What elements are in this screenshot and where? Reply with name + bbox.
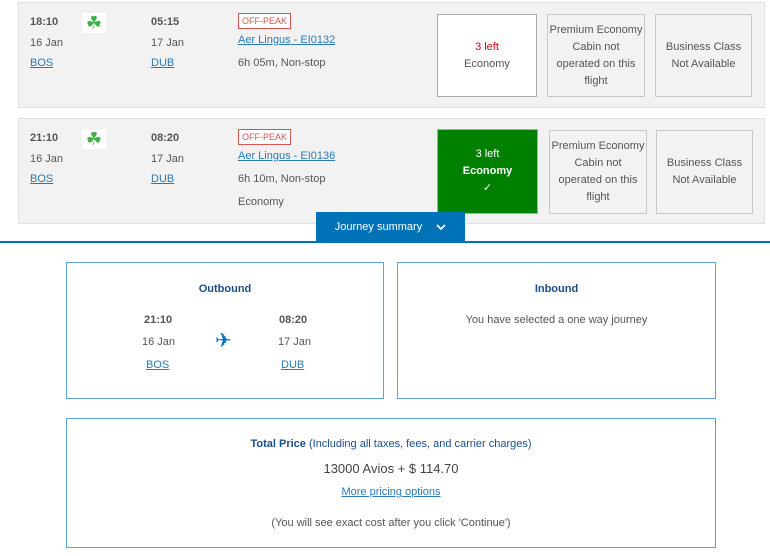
arrival-date: 17 Jan: [151, 153, 185, 165]
cabin-title: Premium Economy: [551, 140, 645, 152]
cabin-status: Not Available: [671, 57, 736, 70]
total-price-panel: Total Price (Including all taxes, fees, …: [66, 418, 716, 548]
off-peak-badge: OFF-PEAK: [238, 129, 292, 145]
flight-row: 21:10 16 Jan BOS ☘ 08:20 17 Jan DUB OFF-…: [18, 118, 765, 224]
off-peak-badge: OFF-PEAK: [238, 13, 292, 29]
premium-economy-option: Premium Economy Cabin not operated on th…: [547, 14, 645, 97]
arrival-airport-link[interactable]: DUB: [281, 359, 305, 371]
departure-time: 18:10: [30, 16, 59, 28]
arrival-date: 17 Jan: [151, 37, 185, 49]
departure-airport-link[interactable]: BOS: [30, 173, 54, 185]
departure-date: 16 Jan: [142, 336, 176, 348]
inbound-title: Inbound: [534, 283, 579, 295]
outbound-summary: Outbound 21:10 16 Jan BOS ✈ 08:20 17 Jan…: [66, 262, 384, 399]
departure-time: 21:10: [30, 132, 59, 144]
cabin-label: Economy: [462, 165, 513, 177]
more-pricing-options-link[interactable]: More pricing options: [341, 486, 441, 498]
seats-left: 3 left: [475, 40, 499, 53]
arrival-time: 05:15: [151, 16, 180, 28]
arrival-time: 08:20: [279, 314, 308, 326]
departure-airport-link[interactable]: BOS: [146, 359, 170, 371]
business-class-option: Business Class Not Available: [655, 14, 752, 97]
cabin-title: Business Class: [665, 40, 742, 53]
selected-cabin: Economy: [238, 196, 284, 208]
price-amount: 13000 Avios + $ 114.70: [323, 461, 459, 476]
cabin-status: Cabin not operated on this flight: [556, 40, 636, 87]
flight-number-link[interactable]: Aer Lingus - EI0136: [238, 150, 336, 162]
economy-option[interactable]: 3 left Economy: [437, 14, 537, 97]
chevron-down-icon: [436, 223, 446, 230]
cabin-status: Not Available: [672, 174, 737, 186]
inbound-message: You have selected a one way journey: [465, 314, 648, 326]
inbound-summary: Inbound You have selected a one way jour…: [397, 262, 716, 399]
checkmark-icon: ✓: [482, 182, 493, 194]
economy-option-selected[interactable]: 3 left Economy ✓: [437, 129, 538, 214]
aer-lingus-logo-icon: ☘: [82, 13, 106, 33]
journey-summary-button[interactable]: Journey summary: [316, 212, 465, 242]
aer-lingus-logo-icon: ☘: [82, 129, 106, 149]
arrival-airport-link[interactable]: DUB: [151, 173, 175, 185]
departure-date: 16 Jan: [30, 37, 64, 49]
cabin-label: Economy: [464, 57, 510, 70]
plane-icon: ✈: [215, 330, 232, 352]
journey-summary-label: Journey summary: [334, 221, 423, 233]
departure-airport-link[interactable]: BOS: [30, 57, 54, 69]
total-price-title: Total Price: [250, 438, 306, 450]
premium-economy-option: Premium Economy Cabin not operated on th…: [549, 130, 647, 214]
arrival-time: 08:20: [151, 132, 180, 144]
price-note: (Including all taxes, fees, and carrier …: [308, 438, 532, 450]
flight-row: 18:10 16 Jan BOS ☘ 05:15 17 Jan DUB OFF-…: [18, 2, 765, 108]
outbound-title: Outbound: [198, 283, 252, 295]
cabin-title: Business Class: [666, 157, 743, 169]
departure-date: 16 Jan: [30, 153, 64, 165]
business-class-option: Business Class Not Available: [656, 130, 753, 214]
price-disclaimer: (You will see exact cost after you click…: [271, 517, 511, 529]
divider: [0, 241, 770, 243]
arrival-date: 17 Jan: [278, 336, 312, 348]
flight-duration: 6h 10m, Non-stop: [238, 173, 326, 185]
arrival-airport-link[interactable]: DUB: [151, 57, 175, 69]
cabin-status: Cabin not operated on this flight: [558, 157, 638, 203]
seats-left: 3 left: [475, 148, 500, 160]
cabin-title: Premium Economy: [549, 23, 643, 36]
flight-number-link[interactable]: Aer Lingus - EI0132: [238, 34, 336, 46]
flight-duration: 6h 05m, Non-stop: [238, 57, 326, 69]
departure-time: 21:10: [144, 314, 173, 326]
